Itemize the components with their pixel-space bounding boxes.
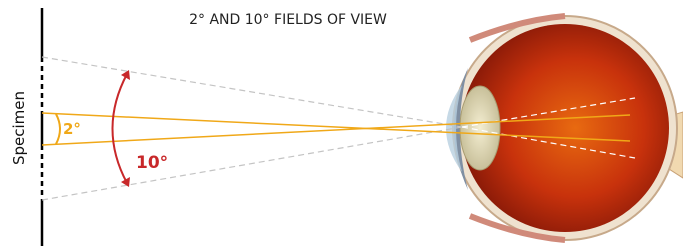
wide-angle-label: 10° bbox=[136, 153, 168, 173]
specimen-label: Specimen bbox=[10, 91, 28, 165]
narrow-arc bbox=[56, 114, 60, 144]
page: 2° AND 10° FIELDS OF VIEW Specimen 2° 10… bbox=[0, 0, 683, 249]
narrow-angle-label: 2° bbox=[63, 120, 81, 138]
eye-illustration bbox=[446, 16, 683, 240]
ray bbox=[42, 127, 462, 200]
title: 2° AND 10° FIELDS OF VIEW bbox=[189, 12, 387, 28]
wide-arc bbox=[113, 74, 128, 183]
diagram: 2° AND 10° FIELDS OF VIEW Specimen 2° 10… bbox=[0, 0, 683, 249]
